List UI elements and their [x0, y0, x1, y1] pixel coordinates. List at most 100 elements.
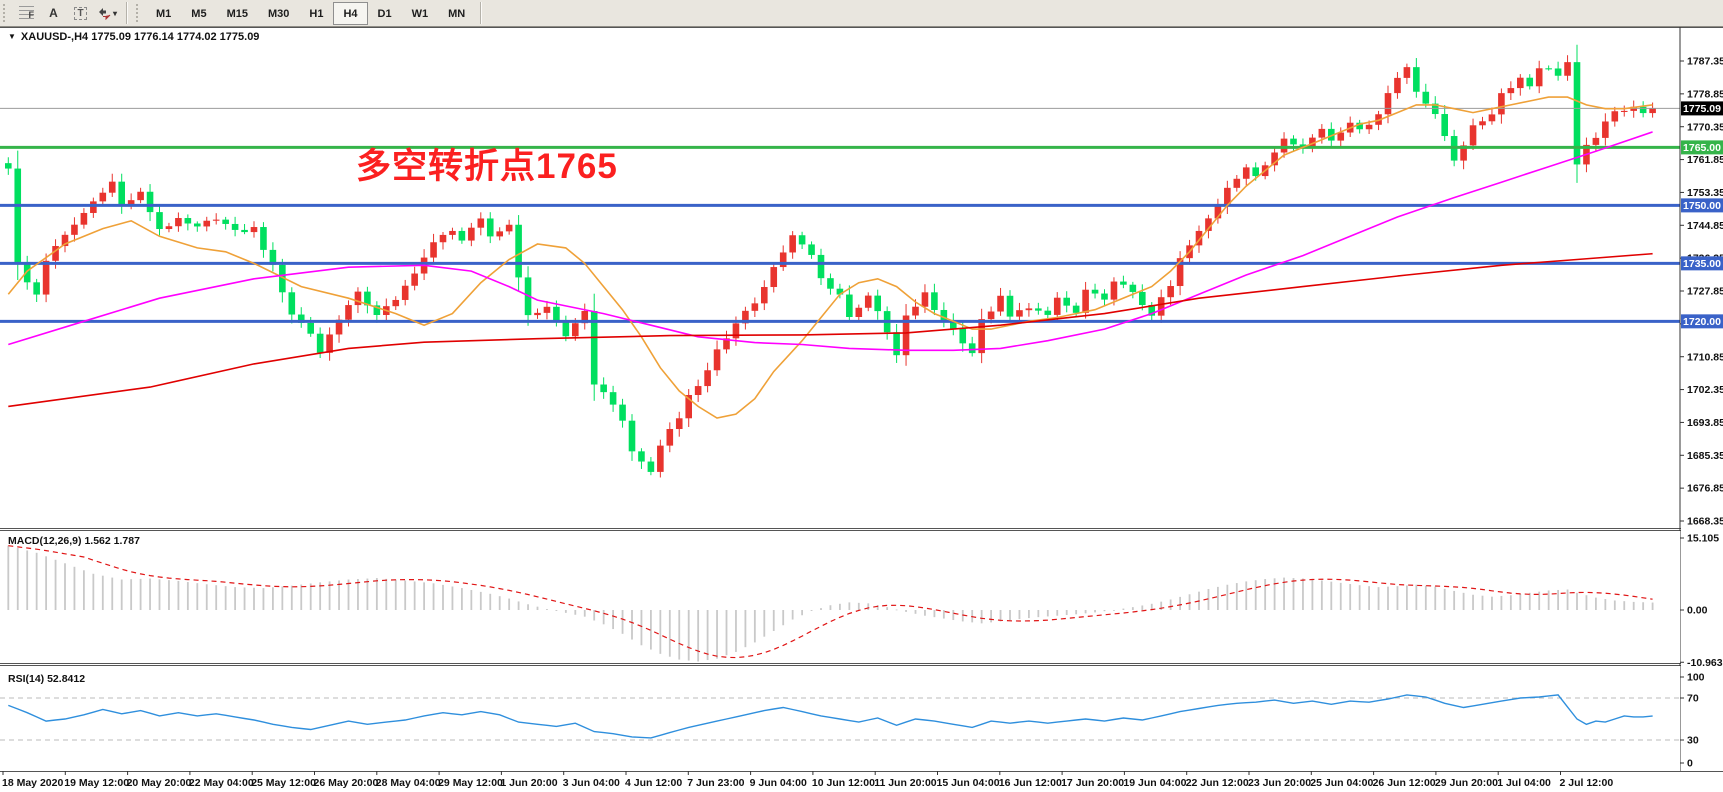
macd-histogram-bar [1642, 602, 1645, 610]
candle-body [335, 319, 343, 335]
candle-body [42, 260, 50, 295]
candle-body [931, 292, 938, 310]
candle-body [779, 252, 787, 268]
price-tag-text: 1765.00 [1683, 142, 1721, 154]
candle-body [260, 227, 267, 250]
time-axis-label: 16 Jun 12:00 [999, 777, 1062, 789]
candle-body [1554, 68, 1562, 76]
candle-body [345, 305, 352, 320]
macd-histogram-bar [253, 587, 255, 610]
axis-tick-label: 0 [1687, 758, 1693, 770]
candle-body [373, 305, 381, 315]
price-tag-1720.00: 1720.00 [1681, 314, 1723, 329]
candle-body [354, 291, 362, 306]
macd-histogram-bar [461, 588, 463, 610]
timeframe-button-h4[interactable]: H4 [333, 1, 368, 25]
macd-histogram-bar [1235, 583, 1238, 610]
macd-histogram-bar [338, 580, 340, 610]
macd-histogram-bar [1651, 602, 1654, 610]
arrows-tool-button[interactable]: ▾ [94, 2, 121, 25]
candle-body [269, 249, 277, 265]
candle-body [1592, 137, 1600, 145]
candle-body [1214, 206, 1222, 219]
candle-body [827, 278, 834, 289]
toolbar-grip-2[interactable] [136, 4, 142, 22]
candle-body [1469, 125, 1477, 146]
timeframe-button-mn[interactable]: MN [448, 7, 466, 20]
candle-body [505, 224, 513, 232]
candle-body [1063, 297, 1070, 306]
candle-body [713, 349, 721, 371]
timeframe-button-m15[interactable]: M15 [226, 7, 248, 20]
macd-histogram-bar [697, 610, 700, 662]
candle-body [1195, 230, 1203, 246]
macd-histogram-bar [1283, 577, 1285, 610]
macd-histogram-bar [347, 579, 350, 610]
candle-body [316, 333, 324, 353]
fibonacci-tool-button[interactable]: F [13, 2, 40, 25]
macd-histogram-bar [952, 610, 955, 621]
axis-tick-label: 0.00 [1687, 605, 1708, 617]
candle-body [222, 219, 229, 224]
macd-histogram-bar [1009, 610, 1011, 621]
macd-indicator-label: MACD(12,26,9) 1.562 1.787 [8, 535, 140, 547]
time-axis-label: 25 May 12:00 [251, 777, 316, 789]
candle-body [1016, 310, 1023, 317]
candle-body [628, 420, 636, 452]
macd-histogram-bar [1046, 610, 1049, 617]
timeframe-button-m5[interactable]: M5 [191, 7, 207, 20]
axis-tick-label: 1744.85 [1687, 220, 1723, 232]
macd-histogram-bar [1623, 601, 1626, 610]
timeframe-button-m30[interactable]: M30 [267, 7, 290, 20]
candle-body [61, 234, 69, 247]
candle-body [1025, 308, 1033, 311]
macd-histogram-bar [1557, 589, 1559, 610]
macd-histogram-bar [668, 610, 671, 657]
text-label-tool-button[interactable]: T [67, 2, 94, 25]
time-axis-surface[interactable] [0, 772, 1723, 792]
candle-body [175, 218, 182, 227]
macd-histogram-bar [1226, 584, 1229, 610]
candle-body [846, 294, 853, 318]
draw-text-tool-button[interactable]: A [40, 2, 67, 25]
symbol-dropdown-icon[interactable]: ▼ [8, 32, 16, 41]
candle-body [156, 212, 163, 230]
timeframe-button-w1[interactable]: W1 [411, 7, 429, 20]
macd-histogram-bar [1273, 578, 1276, 610]
candle-body [127, 200, 135, 205]
macd-histogram-bar [35, 552, 38, 610]
macd-histogram-bar [1207, 589, 1210, 610]
macd-histogram-bar [101, 575, 104, 610]
timeframe-button-d1[interactable]: D1 [377, 7, 392, 20]
macd-histogram-bar [905, 610, 907, 612]
timeframe-button-m1[interactable]: M1 [156, 7, 172, 20]
time-axis-label: 1 Jul 04:00 [1497, 777, 1551, 789]
candle-body [987, 311, 995, 320]
chart-title: ▼ XAUUSD-,H4 1775.09 1776.14 1774.02 1775… [8, 31, 259, 43]
macd-histogram-bar [517, 601, 520, 610]
chart-annotation-text[interactable]: 多空转折点1765 [356, 147, 618, 186]
toolbar-grip[interactable] [3, 4, 9, 22]
candle-body [902, 315, 910, 356]
macd-histogram-bar [366, 578, 369, 610]
time-axis-label: 2 Jul 12:00 [1560, 777, 1614, 789]
candle-body [184, 218, 192, 224]
price-axis[interactable]: 1787.35 1778.85 1770.35 1761.85 1753.35 1744.… [1680, 28, 1723, 771]
price-tag-text: 1750.00 [1683, 200, 1721, 212]
time-axis-label: 29 May 12:00 [438, 777, 503, 789]
macd-histogram-bar [1547, 590, 1550, 610]
candle-body [836, 288, 844, 295]
candle-body [808, 244, 815, 255]
macd-histogram-bar [744, 610, 747, 648]
timeframe-button-h1[interactable]: H1 [309, 7, 324, 20]
candle-body [1365, 124, 1373, 130]
candle-body [1120, 281, 1127, 285]
candle-body [515, 224, 522, 278]
macd-surface[interactable] [0, 531, 1680, 663]
candle-body [694, 386, 702, 395]
candle-body [1242, 167, 1250, 179]
macd-histogram-bar [1434, 586, 1437, 610]
